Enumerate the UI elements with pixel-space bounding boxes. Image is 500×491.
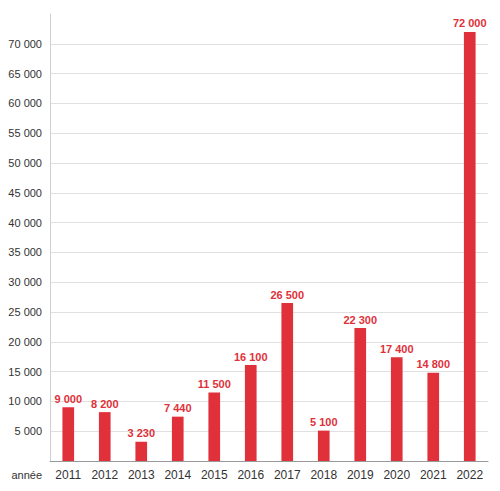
svg-text:72 000: 72 000: [453, 17, 487, 29]
svg-text:15 000: 15 000: [8, 366, 42, 378]
svg-text:2019: 2019: [347, 468, 374, 482]
svg-text:9 000: 9 000: [54, 393, 82, 405]
svg-text:8 200: 8 200: [91, 398, 119, 410]
svg-text:2013: 2013: [128, 468, 155, 482]
svg-text:16 100: 16 100: [234, 351, 268, 363]
svg-text:55 000: 55 000: [8, 127, 42, 139]
svg-text:2020: 2020: [383, 468, 410, 482]
svg-text:17 400: 17 400: [380, 343, 414, 355]
svg-text:2015: 2015: [201, 468, 228, 482]
svg-text:50 000: 50 000: [8, 157, 42, 169]
svg-text:2012: 2012: [91, 468, 118, 482]
svg-text:7 440: 7 440: [164, 402, 192, 414]
svg-text:20 000: 20 000: [8, 336, 42, 348]
svg-text:30 000: 30 000: [8, 276, 42, 288]
svg-text:40 000: 40 000: [8, 217, 42, 229]
svg-text:26 500: 26 500: [270, 289, 304, 301]
svg-text:3 230: 3 230: [127, 427, 155, 439]
svg-text:25 000: 25 000: [8, 306, 42, 318]
svg-text:60 000: 60 000: [8, 97, 42, 109]
svg-text:5 000: 5 000: [14, 425, 42, 437]
svg-text:10 000: 10 000: [8, 395, 42, 407]
svg-text:2021: 2021: [420, 468, 447, 482]
svg-text:année: année: [11, 469, 42, 481]
svg-text:22 300: 22 300: [343, 314, 377, 326]
svg-text:65 000: 65 000: [8, 68, 42, 80]
svg-text:2016: 2016: [237, 468, 264, 482]
svg-text:5 100: 5 100: [310, 416, 338, 428]
svg-text:2018: 2018: [310, 468, 337, 482]
svg-text:2017: 2017: [274, 468, 301, 482]
svg-text:2011: 2011: [55, 468, 81, 482]
svg-text:14 800: 14 800: [416, 358, 450, 370]
svg-text:2022: 2022: [456, 468, 483, 482]
svg-text:35 000: 35 000: [8, 246, 42, 258]
svg-text:2014: 2014: [164, 468, 191, 482]
svg-text:11 500: 11 500: [198, 378, 231, 390]
svg-text:70 000: 70 000: [8, 38, 42, 50]
svg-text:45 000: 45 000: [8, 187, 42, 199]
